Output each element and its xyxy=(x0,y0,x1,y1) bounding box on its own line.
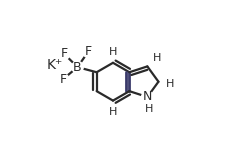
Circle shape xyxy=(143,103,155,114)
Text: F: F xyxy=(60,73,67,86)
Circle shape xyxy=(57,73,69,85)
Text: H: H xyxy=(109,47,117,57)
Text: B: B xyxy=(73,61,82,74)
Circle shape xyxy=(107,106,119,118)
Text: H: H xyxy=(145,104,153,114)
Text: N: N xyxy=(143,91,152,103)
Circle shape xyxy=(164,78,176,89)
Circle shape xyxy=(72,61,83,73)
Circle shape xyxy=(82,46,94,57)
Circle shape xyxy=(58,48,70,60)
Circle shape xyxy=(142,91,153,103)
Circle shape xyxy=(152,53,163,64)
Text: K⁺: K⁺ xyxy=(47,58,63,72)
Text: H: H xyxy=(153,53,162,63)
Text: H: H xyxy=(109,107,117,117)
Circle shape xyxy=(107,46,119,57)
Text: F: F xyxy=(61,47,68,60)
Text: F: F xyxy=(85,45,92,58)
Text: H: H xyxy=(166,79,174,88)
